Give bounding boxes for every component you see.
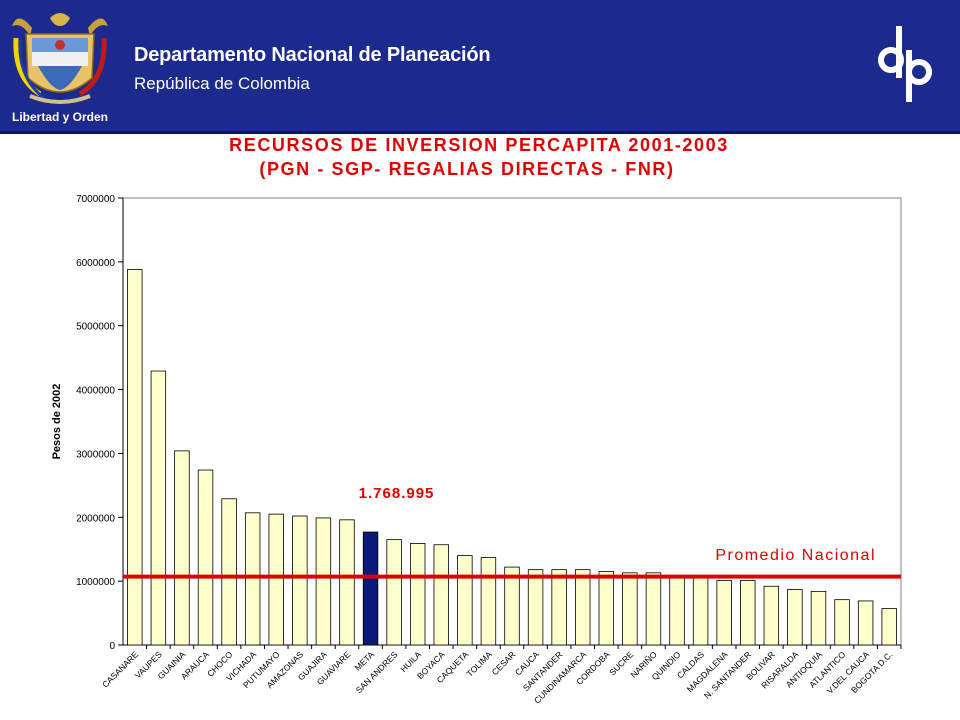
bar-huila xyxy=(409,543,426,646)
x-tick-label: SAN ANDRES xyxy=(354,649,400,695)
bar-nariño xyxy=(645,572,662,646)
bar-antioquia xyxy=(810,590,827,646)
highlight-value-label: 1.768.995 xyxy=(359,485,435,502)
bar-casanare xyxy=(127,269,143,646)
bar-guainia xyxy=(174,450,190,646)
bar-risaralda xyxy=(787,589,803,646)
bar-meta xyxy=(362,531,379,646)
bar-quindio xyxy=(669,576,685,646)
bar-amazonas xyxy=(292,515,308,646)
header-divider xyxy=(0,131,960,134)
bar-boyaca xyxy=(433,544,449,646)
bar-san-andres xyxy=(386,539,402,646)
y-tick-label: 1000000 xyxy=(76,577,115,588)
x-tick-label: CASANARE xyxy=(100,649,140,689)
y-tick-label: 5000000 xyxy=(76,322,115,333)
bar-caldas xyxy=(692,576,709,646)
header-banner xyxy=(0,0,960,131)
bar-guajira xyxy=(315,517,332,646)
y-tick-label: 4000000 xyxy=(76,386,115,397)
bar-bogota-d-c- xyxy=(881,608,897,646)
chart-subtitle: (PGN - SGP- REGALIAS DIRECTAS - FNR) xyxy=(259,159,675,179)
bar-putumayo xyxy=(268,513,284,646)
bar-vichada xyxy=(244,512,261,646)
bar-atlantico xyxy=(834,599,850,646)
bar-vaupes xyxy=(150,370,167,646)
y-tick-label: 2000000 xyxy=(76,513,115,524)
bar-cundinamarca xyxy=(575,569,591,646)
bar-choco xyxy=(221,498,237,646)
y-tick-label: 6000000 xyxy=(76,258,115,269)
motto-text: Libertad y Orden xyxy=(12,110,108,124)
x-tick-label: TOLIMA xyxy=(464,649,494,679)
y-tick-label: 0 xyxy=(109,641,115,652)
chart-title: RECURSOS DE INVERSION PERCAPITA 2001-200… xyxy=(229,135,729,155)
y-axis-label: Pesos de 2002 xyxy=(51,384,63,460)
bar-v-del-cauca xyxy=(857,600,874,646)
bar-arauca xyxy=(197,469,214,646)
bar-cesar xyxy=(504,566,520,646)
org-subtitle: República de Colombia xyxy=(134,74,310,93)
bar-caqueta xyxy=(457,555,473,646)
bar-santander xyxy=(551,569,567,646)
bar-n-santander xyxy=(740,580,756,646)
bar-cauca xyxy=(527,569,544,646)
bar-bolivar xyxy=(763,585,780,646)
y-tick-label: 3000000 xyxy=(76,449,115,460)
bar-cordoba xyxy=(598,571,615,646)
bar-sucre xyxy=(622,572,638,646)
bar-magdalena xyxy=(716,580,732,646)
x-tick-label: CESAR xyxy=(490,649,518,677)
dnp-logo-icon xyxy=(878,26,932,102)
bar-guaviare xyxy=(339,519,355,646)
reference-line-label: Promedio Nacional xyxy=(715,547,876,564)
bar-tolima xyxy=(480,557,497,646)
y-tick-label: 7000000 xyxy=(76,194,115,205)
colombia-coat-of-arms-icon: Libertad y Orden xyxy=(12,13,108,124)
org-name: Departamento Nacional de Planeación xyxy=(134,44,491,66)
